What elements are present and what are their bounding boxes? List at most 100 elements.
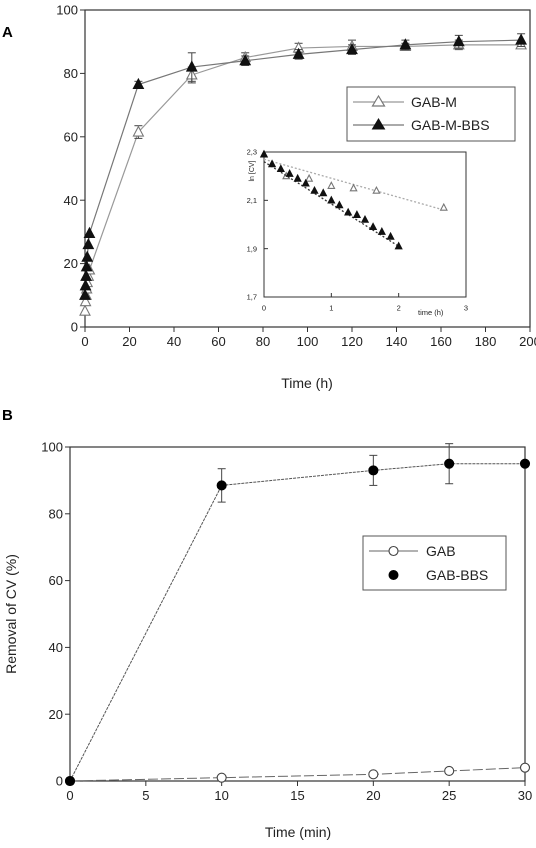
panel-a-label: A	[2, 24, 13, 41]
inset-data-point	[259, 149, 269, 158]
panel-b: B 0 20 40 60 80 100 0 5 10 15 20 25 30 Removal of C…	[2, 407, 532, 840]
panel-a-y-axis: 0 20 40 60 80 100	[56, 3, 85, 335]
inset-data-point	[344, 207, 353, 216]
x-tick-label: 10	[214, 788, 228, 803]
y-tick-label: 20	[64, 256, 78, 271]
x-tick-label: 30	[518, 788, 532, 803]
inset-data-point	[301, 178, 310, 187]
inset-data-point	[372, 185, 381, 194]
data-point	[80, 269, 93, 281]
legend-label-gab-bbs: GAB-BBS	[426, 567, 488, 583]
data-point	[216, 480, 227, 491]
y-tick-label: 1,9	[247, 244, 257, 253]
panel-b-y-axis-title: Removal of CV (%)	[3, 554, 19, 674]
legend-marker-gab-m	[371, 94, 386, 107]
data-point	[239, 54, 252, 66]
inset-data-point	[293, 173, 302, 182]
panel-b-plot-frame	[69, 446, 526, 782]
series-line	[69, 463, 525, 782]
data-point	[80, 260, 93, 272]
legend-marker-gab-bbs	[388, 570, 399, 580]
y-tick-label: 40	[49, 640, 63, 655]
panel-a-inset: 0 1 2 3 1,7 1,9 2,1 2,3 ln [CV] time (h)	[247, 148, 469, 317]
panel-b-legend-box	[362, 535, 507, 591]
panel-b-x-axis: 0 5 10 15 20 25 30	[66, 781, 532, 803]
inset-data-point	[335, 200, 344, 209]
inset-x-axis-title: time (h)	[418, 308, 444, 317]
y-tick-label: 0	[71, 320, 78, 335]
data-point	[346, 42, 358, 55]
data-point	[81, 250, 94, 262]
data-point	[79, 304, 91, 316]
data-point	[368, 769, 379, 780]
y-tick-label: 2,1	[247, 196, 257, 205]
x-tick-label: 0	[81, 334, 88, 349]
y-tick-label: 20	[49, 707, 63, 722]
x-tick-label: 20	[366, 788, 380, 803]
panel-a-x-axis-title: Time (h)	[281, 375, 333, 391]
inset-data-point	[386, 231, 395, 240]
y-tick-label: 2,3	[247, 148, 257, 157]
y-tick-label: 40	[64, 193, 78, 208]
data-point	[519, 762, 531, 773]
inset-data-point	[349, 183, 358, 192]
x-tick-label: 5	[142, 788, 149, 803]
data-point	[216, 772, 227, 783]
data-point	[64, 775, 76, 787]
x-tick-label: 25	[442, 788, 456, 803]
inset-data-point	[394, 241, 403, 250]
inset-data-point	[310, 185, 319, 194]
x-tick-label: 2	[397, 304, 401, 313]
legend-marker-gab	[388, 545, 399, 557]
inset-data-point	[285, 169, 294, 177]
x-tick-label: 60	[211, 334, 225, 349]
inset-data-point	[377, 227, 386, 235]
inset-data-point	[368, 222, 378, 231]
inset-data-point	[327, 195, 336, 204]
panel-a-legend-box	[346, 86, 516, 142]
panel-a-x-axis: 0 20 40 60 80 100 120 140 160 180 200	[81, 327, 536, 349]
inset-data-point	[319, 188, 328, 197]
panel-b-series	[64, 443, 531, 787]
y-tick-label: 80	[64, 66, 78, 81]
x-tick-label: 120	[341, 334, 363, 349]
inset-data-point	[305, 173, 314, 182]
data-point	[82, 237, 95, 250]
panel-a-series	[79, 33, 528, 316]
inset-fit-line	[263, 161, 400, 247]
panel-b-x-axis-title: Time (min)	[265, 824, 331, 840]
data-point	[368, 465, 379, 476]
inset-data-point	[276, 164, 285, 173]
x-tick-label: 0	[66, 788, 73, 803]
inset-data-point	[360, 214, 370, 223]
y-tick-label: 0	[56, 774, 63, 789]
data-point	[185, 60, 198, 72]
y-tick-label: 1,7	[247, 293, 257, 302]
x-tick-label: 180	[475, 334, 497, 349]
inset-y-axis-title: ln [CV]	[249, 160, 256, 181]
data-point	[83, 226, 96, 239]
inset-data-point	[327, 181, 336, 189]
y-tick-label: 100	[41, 440, 63, 455]
x-tick-label: 3	[464, 304, 468, 313]
inset-data-point	[439, 202, 448, 211]
y-tick-label: 60	[49, 573, 63, 588]
x-tick-label: 80	[256, 334, 270, 349]
x-tick-label: 1	[329, 304, 333, 313]
data-point	[79, 294, 92, 307]
x-tick-label: 20	[122, 334, 136, 349]
data-point	[79, 279, 92, 291]
x-tick-label: 160	[430, 334, 452, 349]
data-point	[452, 35, 465, 47]
x-tick-label: 140	[386, 334, 408, 349]
data-point	[444, 458, 455, 469]
inset-plot-frame	[263, 151, 467, 298]
data-point	[515, 33, 528, 45]
data-point	[444, 765, 455, 777]
y-tick-label: 100	[56, 3, 78, 18]
inset-axes: 0 1 2 3 1,7 1,9 2,1 2,3	[247, 148, 469, 313]
inset-data-point	[267, 159, 277, 168]
data-point	[132, 125, 145, 137]
data-point	[519, 458, 531, 469]
